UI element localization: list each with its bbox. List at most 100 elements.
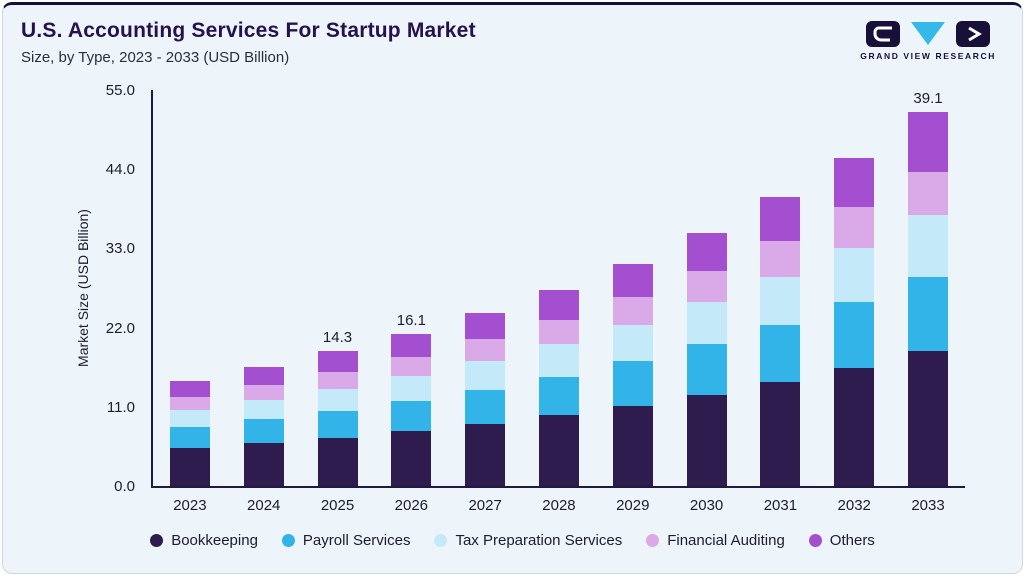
bar-segment-others <box>760 197 801 242</box>
bar-segment-bookkeeping <box>391 431 432 486</box>
legend-swatch-bookkeeping <box>150 534 164 547</box>
bar-segment-bookkeeping <box>760 382 801 486</box>
x-axis-label-2026: 2026 <box>394 497 429 514</box>
bar-segment-tax-preparation-services <box>612 324 653 362</box>
bar-segment-tax-preparation-services <box>908 215 949 277</box>
bar-segment-payroll-services <box>317 411 358 438</box>
bar-segment-tax-preparation-services <box>465 360 506 390</box>
page-subtitle: Size, by Type, 2023 - 2033 (USD Billion) <box>21 49 290 66</box>
bar-segment-financial-auditing <box>169 396 210 410</box>
bars-container: 2023 2024 14.3 2025 16.1 2026 2027 2028 2029 2030… <box>153 90 965 514</box>
bar-segment-bookkeeping <box>612 406 653 486</box>
bar-segment-tax-preparation-services <box>169 409 210 427</box>
bar-segment-tax-preparation-services <box>760 277 801 325</box>
bar-segment-tax-preparation-services <box>834 248 875 303</box>
legend-item-tax-preparation-services: Tax Preparation Services <box>434 532 622 549</box>
bar-segment-financial-auditing <box>243 384 284 400</box>
bar-group-2031: 2031 <box>744 90 818 514</box>
legend-item-payroll-services: Payroll Services <box>281 532 410 549</box>
plot-area: 0.0 11.0 22.0 33.0 44.0 55.0 2023 2024 14.3 2025… <box>106 82 965 514</box>
chart-header: U.S. Accounting Services For Startup Mar… <box>3 5 1022 66</box>
bar-segment-bookkeeping <box>465 424 506 486</box>
x-axis-label-2030: 2030 <box>689 497 724 514</box>
bar-segment-bookkeeping <box>169 447 210 486</box>
stacked-bar-chart: Market Size (USD Billion) 0.0 11.0 22.0 33.… <box>3 82 1022 530</box>
bar-segment-payroll-services <box>760 324 801 383</box>
page-title: U.S. Accounting Services For Startup Mar… <box>21 19 476 42</box>
bar-group-2032: 2032 <box>817 90 891 514</box>
legend-label-others: Others <box>829 532 875 549</box>
bar-segment-tax-preparation-services <box>317 388 358 412</box>
bar-segment-others <box>391 334 432 358</box>
bar-segment-bookkeeping <box>243 442 284 486</box>
y-axis-ticks: 0.0 11.0 22.0 33.0 44.0 55.0 <box>87 82 143 495</box>
bar-segment-others <box>243 366 284 385</box>
bar-group-2030: 2030 <box>670 90 744 514</box>
bar-segment-financial-auditing <box>465 339 506 361</box>
legend-item-financial-auditing: Financial Auditing <box>646 532 785 549</box>
bar-segment-tax-preparation-services <box>538 344 579 377</box>
legend-swatch-others <box>808 534 822 547</box>
bar-segment-payroll-services <box>908 276 949 352</box>
bar-segment-payroll-services <box>465 389 506 425</box>
bar-segment-others <box>686 232 727 271</box>
bar-segment-payroll-services <box>834 302 875 368</box>
y-axis-tick-label: 44.0 <box>105 161 135 179</box>
legend-label-financial-auditing: Financial Auditing <box>667 532 785 549</box>
bar-group-2026: 16.1 2026 <box>374 90 448 514</box>
bar-segment-bookkeeping <box>317 437 358 486</box>
x-axis-label-2024: 2024 <box>247 497 281 514</box>
bar-total-label-2026: 16.1 <box>396 312 426 330</box>
legend: Bookkeeping Payroll Services Tax Preparati… <box>3 532 1022 549</box>
bar-segment-financial-auditing <box>612 297 653 325</box>
bar-segment-financial-auditing <box>834 207 875 249</box>
bar-total-label-2025: 14.3 <box>322 329 353 347</box>
y-axis-tick-label: 11.0 <box>106 398 135 416</box>
bar-segment-others <box>834 158 875 208</box>
bar-segment-payroll-services <box>538 376 579 416</box>
bar-segment-tax-preparation-services <box>391 375 432 402</box>
bar-segment-payroll-services <box>612 361 653 407</box>
bar-segment-payroll-services <box>169 426 210 448</box>
bar-segment-payroll-services <box>391 401 432 432</box>
bar-segment-others <box>317 351 358 372</box>
bar-total-label-2033: 39.1 <box>913 90 943 107</box>
y-axis-tick-label: 33.0 <box>105 240 135 258</box>
logo-mark-icon <box>866 21 991 47</box>
legend-item-others: Others <box>808 532 875 549</box>
logo-text: GRAND VIEW RESEARCH <box>860 51 996 61</box>
bar-segment-bookkeeping <box>908 351 949 486</box>
bar-group-2033: 39.1 2033 <box>891 90 965 514</box>
bar-group-2027: 2027 <box>448 90 522 514</box>
bar-segment-financial-auditing <box>317 371 358 389</box>
x-axis-label-2028: 2028 <box>542 497 576 514</box>
bar-segment-financial-auditing <box>538 319 579 345</box>
x-axis-label-2029: 2029 <box>616 497 650 514</box>
bar-segment-financial-auditing <box>391 357 432 376</box>
bar-segment-bookkeeping <box>538 415 579 486</box>
x-axis-label-2031: 2031 <box>763 497 798 514</box>
bar-group-2029: 2029 <box>596 90 670 514</box>
bar-segment-others <box>169 380 210 397</box>
y-axis-tick-label: 55.0 <box>105 82 135 99</box>
legend-swatch-financial-auditing <box>646 534 660 547</box>
bar-segment-financial-auditing <box>908 172 949 216</box>
x-axis-label-2023: 2023 <box>173 497 207 514</box>
x-axis-label-2032: 2032 <box>837 497 871 514</box>
bar-segment-payroll-services <box>686 344 727 395</box>
x-axis-label-2025: 2025 <box>320 497 355 514</box>
bar-segment-bookkeeping <box>686 394 727 486</box>
y-axis-tick-label: 22.0 <box>105 319 135 337</box>
bar-segment-tax-preparation-services <box>243 399 284 420</box>
bar-segment-payroll-services <box>243 419 284 443</box>
legend-swatch-payroll-services <box>281 534 295 547</box>
bar-segment-bookkeeping <box>834 367 875 486</box>
bar-segment-tax-preparation-services <box>686 302 727 345</box>
bar-group-2025: 14.3 2025 <box>301 90 375 514</box>
bar-segment-financial-auditing <box>760 241 801 278</box>
bar-group-2028: 2028 <box>522 90 596 514</box>
bar-group-2024: 2024 <box>227 90 301 514</box>
bar-segment-others <box>465 313 506 340</box>
y-axis-tick-label: 0.0 <box>114 478 135 495</box>
